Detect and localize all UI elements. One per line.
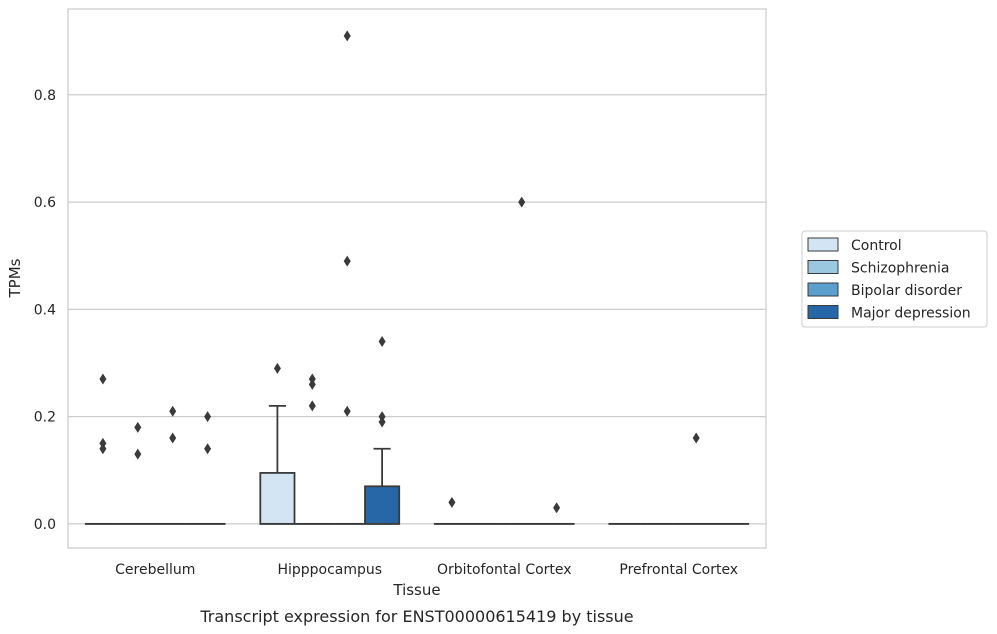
outlier-point [378,336,386,348]
outlier-point [169,405,177,417]
box-body [364,485,401,525]
chart-caption: Transcript expression for ENST0000061541… [199,607,633,626]
plot-frame [67,8,767,549]
outlier-point [448,496,456,508]
legend-swatch [807,282,839,297]
y-tick-label: 0.4 [34,302,56,318]
outlier-point [308,378,316,390]
outlier-point [134,421,142,433]
legend: Control Schizophrenia Bipolar disorder Majo… [801,230,988,328]
legend-label: Bipolar disorder [851,283,962,299]
x-axis-ticks: Cerebellum Hipppocampus Orbitofontal Corte… [115,562,738,578]
y-axis-label: TPMs [6,258,24,298]
outlier-point [99,443,107,455]
outlier-point [273,362,281,374]
x-tick-label: Prefrontal Cortex [619,562,738,578]
outlier-point [343,30,351,42]
x-tick-label: Cerebellum [115,562,195,578]
y-tick-label: 0.2 [34,410,56,426]
box-body [259,472,296,525]
y-tick-label: 0.8 [34,88,56,104]
outlier-point [378,416,386,428]
grid-lines [68,94,766,525]
box-major-depression [364,447,401,525]
outlier-layer [99,30,700,514]
outlier-point [553,502,561,514]
outlier-point [169,432,177,444]
outlier-point [204,411,212,423]
legend-label: Major depression [851,306,971,322]
legend-swatch [807,260,839,274]
outlier-point [692,432,700,444]
box-control [259,404,296,525]
legend-swatch [807,237,839,252]
outlier-point [518,196,526,208]
y-axis-ticks: 0.0 0.2 0.4 0.6 0.8 [34,88,56,533]
outlier-point [204,443,212,455]
legend-label: Control [851,238,902,254]
legend-frame [801,230,988,328]
box-layer [84,404,750,525]
legend-swatch [807,305,839,319]
y-tick-label: 0.6 [34,195,56,211]
x-tick-label: Orbitofontal Cortex [437,562,572,578]
outlier-point [134,448,142,460]
x-axis-label: Tissue [392,581,440,599]
legend-label: Schizophrenia [851,261,949,277]
outlier-point [308,400,316,412]
y-tick-label: 0.0 [34,517,56,533]
outlier-point [99,373,107,385]
x-tick-label: Hipppocampus [277,562,382,578]
outlier-point [343,405,351,417]
outlier-point [343,255,351,267]
